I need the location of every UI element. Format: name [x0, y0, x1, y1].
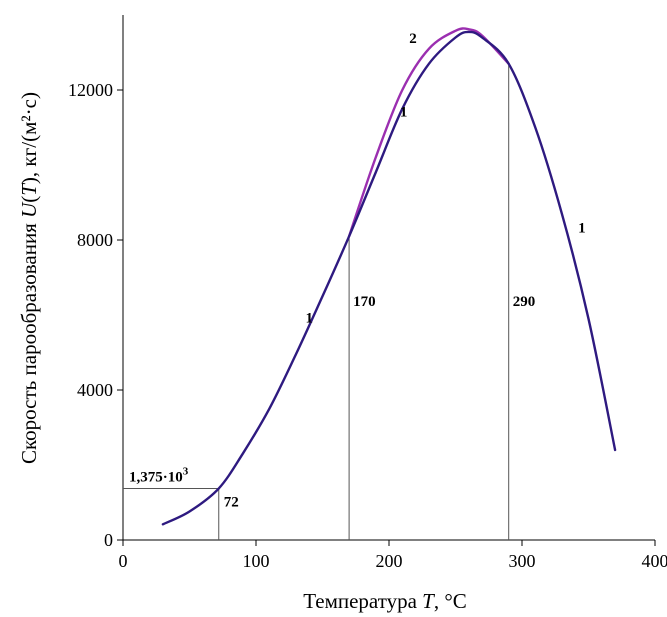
x-axis-title: Температура T, °C [303, 589, 467, 613]
ref-x-label-290: 290 [513, 294, 536, 310]
ref-x-label-72: 72 [224, 494, 239, 510]
series-line-2 [347, 27, 510, 238]
reference-lines [123, 63, 510, 540]
x-tick-label: 400 [642, 551, 667, 571]
series-layer [161, 27, 617, 526]
y-tick-label: 0 [104, 530, 113, 550]
curve-label-1: 1 [400, 104, 408, 120]
y-axis-title: Скорость парообразования U(T), кг/(м²·с) [17, 92, 41, 464]
x-tick-label: 200 [376, 551, 403, 571]
x-tick-label: 100 [243, 551, 270, 571]
ref-y-label: 1,375·103 [129, 465, 189, 485]
y-tick-label: 8000 [77, 230, 113, 250]
series-line-1 [161, 30, 617, 526]
curve-labels: 1 1 1 2 [305, 31, 585, 326]
y-tick-label: 4000 [77, 380, 113, 400]
curve-label-2: 2 [409, 31, 417, 47]
curve-label-1: 1 [305, 311, 313, 327]
curve-label-1: 1 [578, 221, 586, 237]
ref-x-label-170: 170 [353, 294, 376, 310]
x-tick-label: 300 [509, 551, 536, 571]
y-tick-label: 12000 [68, 80, 113, 100]
x-tick-label: 0 [119, 551, 128, 571]
reference-labels: 1,375·103 72 170 290 [129, 294, 535, 511]
